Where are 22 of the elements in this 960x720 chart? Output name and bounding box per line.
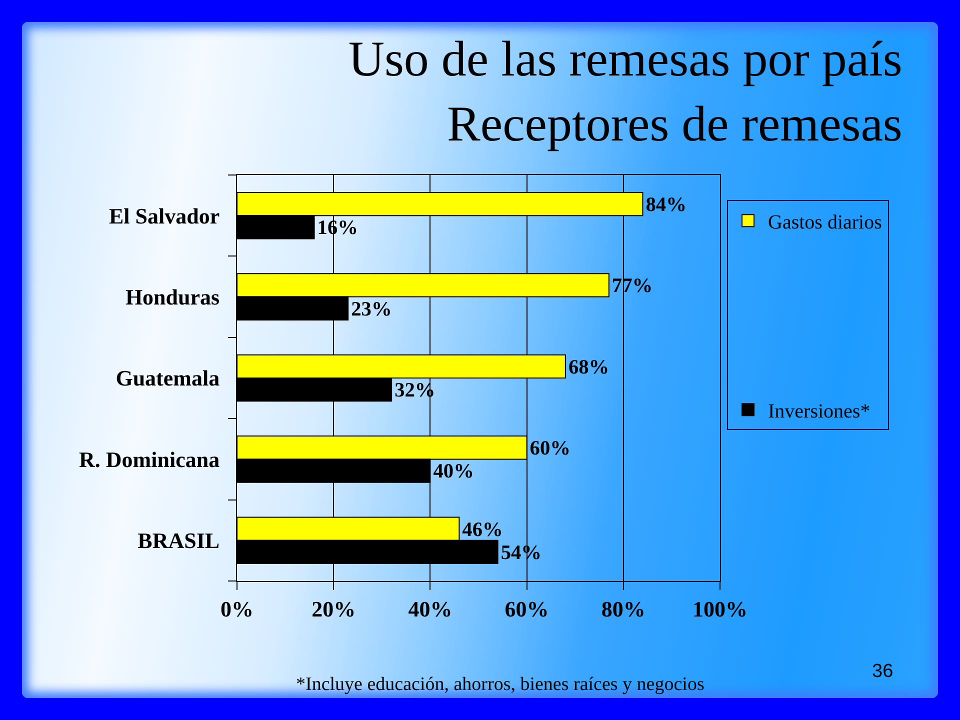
y-tick-label: Honduras bbox=[125, 284, 220, 310]
chart-title: Uso de las remesas por país Receptores de remesas bbox=[348, 30, 902, 152]
text: 36 bbox=[872, 661, 894, 682]
data-label: 84% bbox=[646, 194, 686, 216]
x-tick-label: 100% bbox=[692, 596, 748, 622]
y-tick-label: Guatemala bbox=[116, 366, 220, 391]
text: *Incluye educación, ahorros, bienes raíces y negocios bbox=[296, 674, 704, 695]
data-label: 60% bbox=[530, 438, 571, 460]
y-tick-label: El Salvador bbox=[108, 203, 220, 228]
data-label: 23% bbox=[351, 298, 392, 320]
data-label: 40% bbox=[433, 460, 474, 483]
legend-label: Gastos diarios bbox=[768, 211, 882, 234]
x-tick-label: 80% bbox=[601, 596, 646, 622]
data-label: 46% bbox=[462, 518, 503, 541]
x-tick-label: 40% bbox=[408, 596, 452, 622]
x-tick-label: 20% bbox=[312, 596, 356, 622]
legend-label: Inversiones* bbox=[768, 400, 870, 422]
y-tick-label: R. Dominicana bbox=[79, 446, 220, 472]
x-tick-label: 0% bbox=[220, 596, 254, 622]
data-label: 68% bbox=[568, 356, 610, 378]
y-tick-label: BRASIL bbox=[138, 528, 220, 554]
x-tick-label: 60% bbox=[504, 596, 549, 622]
